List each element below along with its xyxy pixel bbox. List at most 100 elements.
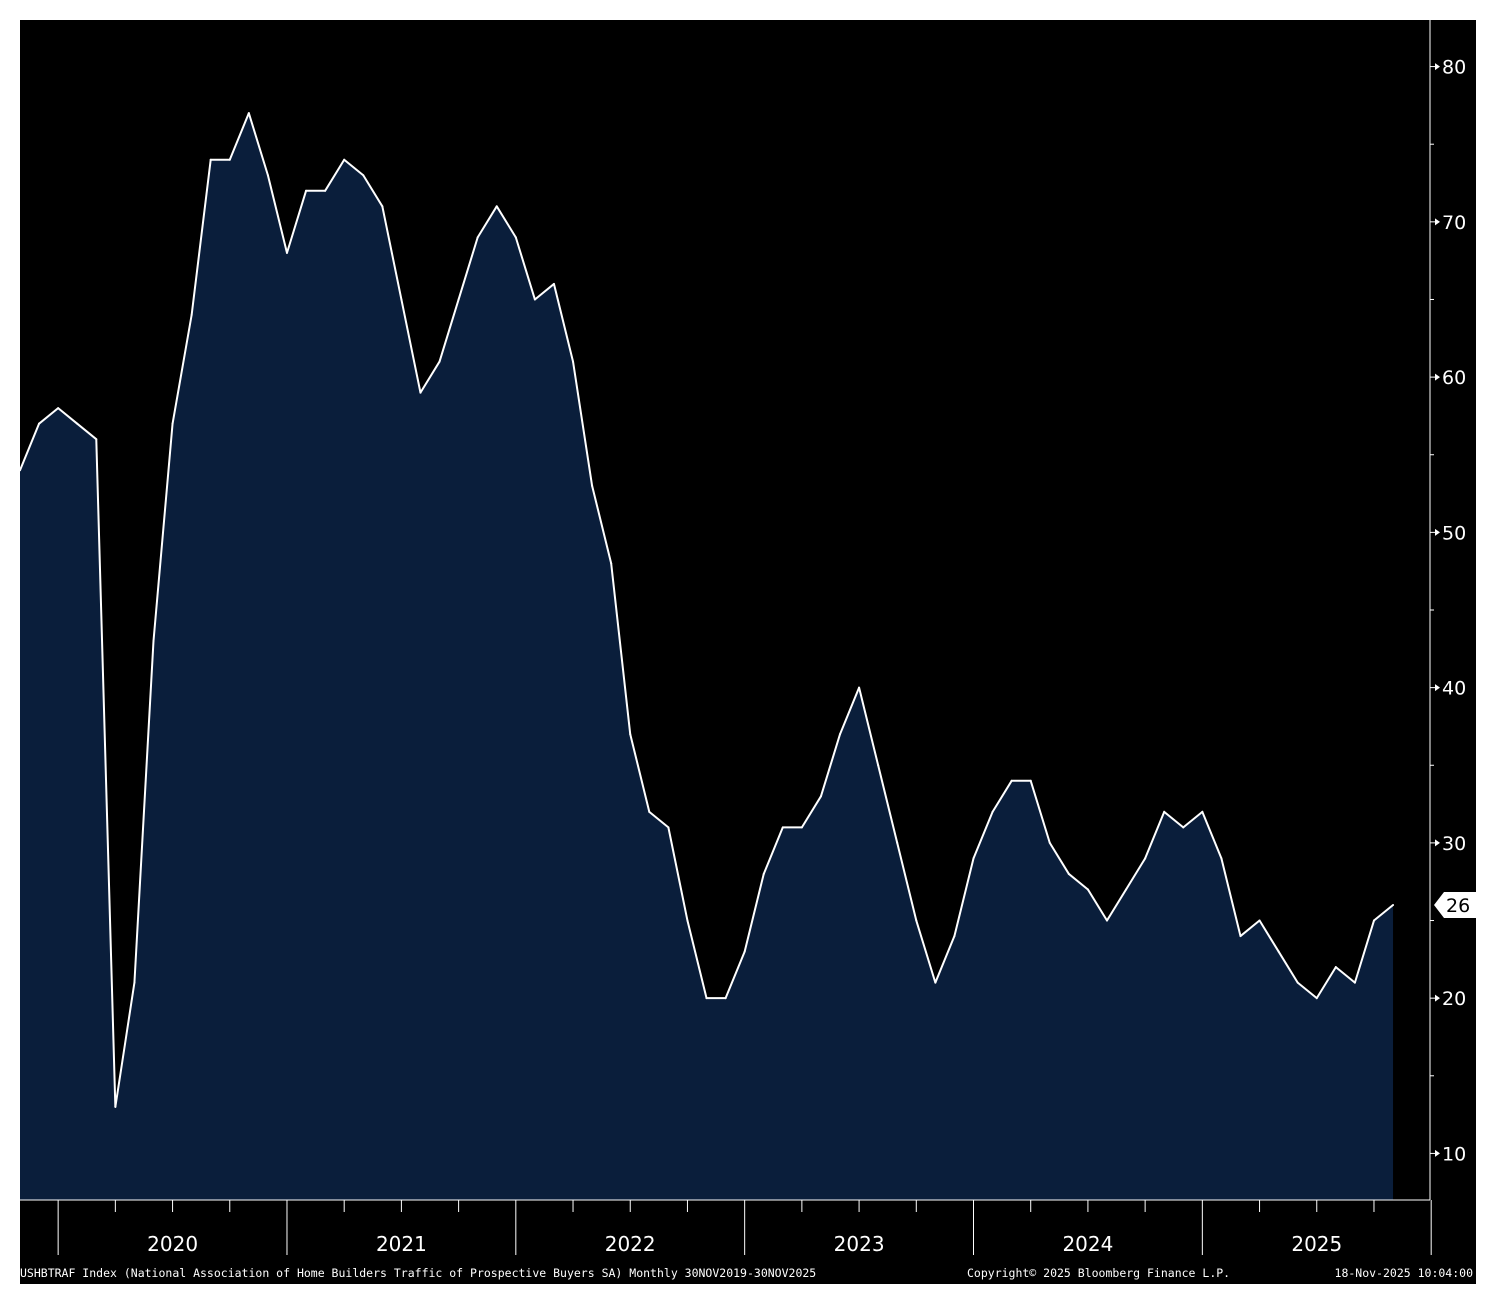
series-line-segment <box>1315 966 1337 1000</box>
series-line-segment <box>495 205 517 239</box>
series-line-segment <box>1258 919 1280 953</box>
series-line-segment <box>57 407 79 425</box>
data-point <box>1296 981 1299 984</box>
series-line-segment <box>1048 841 1070 875</box>
series-line-segment <box>114 981 136 1108</box>
data-point <box>1392 904 1394 906</box>
series-line-segment <box>247 112 269 177</box>
series-line-segment <box>591 484 613 565</box>
series-line-segment <box>533 282 555 301</box>
chart-footer: USHBTRAF Index (National Association of … <box>20 1266 1473 1280</box>
data-point <box>457 298 460 301</box>
x-tick-label: 2025 <box>1291 1232 1342 1256</box>
y-tick-label: 20 <box>1442 988 1466 1010</box>
series-line-segment <box>1067 872 1089 891</box>
series-line-segment <box>686 919 708 1000</box>
series-line-segment <box>800 795 822 829</box>
series-line-segment <box>266 174 288 254</box>
data-point <box>686 919 689 922</box>
area-chart: 10 20 30 40 50 60 70 80 26 2020 2021 2022 2023 2024 20… <box>20 20 1476 1284</box>
data-point <box>1315 997 1318 999</box>
data-point <box>648 811 651 813</box>
data-point <box>1087 888 1089 891</box>
series-line-segment <box>133 640 155 984</box>
series-line-segment <box>1220 857 1242 938</box>
data-point <box>248 112 250 114</box>
data-point <box>95 438 98 441</box>
x-tick-label: 2023 <box>834 1232 885 1256</box>
series-line-segment <box>819 733 842 798</box>
data-point <box>476 236 479 239</box>
series-line-segment <box>20 422 41 472</box>
series-line-segment <box>476 205 498 239</box>
data-point <box>438 360 441 363</box>
series-line-segment <box>285 189 308 254</box>
data-point <box>762 873 765 875</box>
series-line-segment <box>1277 950 1299 984</box>
data-point <box>1258 919 1261 922</box>
data-point <box>1010 779 1013 782</box>
series-line-segment <box>648 810 670 829</box>
series-line-segment <box>1144 810 1166 860</box>
data-point <box>801 826 803 829</box>
data-point <box>667 826 670 829</box>
series-line-segment <box>839 686 861 736</box>
series-line-segment <box>1105 888 1128 922</box>
data-point <box>114 1106 117 1108</box>
y-tick-arrow <box>1435 839 1440 847</box>
y-tick-arrow <box>1435 218 1440 226</box>
data-point <box>324 189 326 192</box>
series-line-segment <box>171 314 193 425</box>
data-point <box>1125 888 1127 891</box>
y-tick-label: 60 <box>1442 367 1466 389</box>
y-tick-label: 30 <box>1442 833 1466 855</box>
data-point <box>495 205 498 208</box>
data-point <box>591 484 593 487</box>
series-line-segment <box>1372 904 1395 922</box>
series-line-segment <box>419 360 441 394</box>
y-tick-arrow <box>1435 528 1440 536</box>
data-point <box>782 826 784 829</box>
data-point <box>1277 950 1280 953</box>
series-line-segment <box>38 407 60 425</box>
y-tick-arrow <box>1435 994 1440 1002</box>
data-point <box>209 158 212 161</box>
data-point <box>1220 857 1223 860</box>
data-point <box>1335 966 1337 968</box>
series-line-segment <box>972 810 994 860</box>
series-area-fill <box>20 113 1394 1200</box>
series-line-segment <box>667 826 689 922</box>
series-line-segment <box>152 422 174 643</box>
series-line-segment <box>1353 919 1375 984</box>
data-point <box>629 733 632 736</box>
data-point <box>305 189 307 192</box>
data-point <box>1182 826 1185 829</box>
series-line-segment <box>438 298 460 363</box>
y-tick-arrow <box>1435 63 1440 71</box>
series-line-segment <box>1201 810 1223 860</box>
data-point <box>190 314 193 316</box>
series-line-segment <box>858 686 880 767</box>
series-line-segment <box>324 158 346 192</box>
data-point <box>1201 811 1204 813</box>
data-point <box>228 158 231 161</box>
data-point <box>381 205 384 208</box>
last-value-label: 26 <box>1446 895 1470 917</box>
series-line-segment <box>1239 919 1261 938</box>
series-line-segment <box>1125 857 1147 891</box>
data-point <box>1354 981 1356 984</box>
data-point <box>343 158 345 161</box>
y-tick-label: 70 <box>1442 212 1466 234</box>
y-tick-arrow <box>1435 1149 1440 1157</box>
data-point <box>610 562 612 565</box>
data-point <box>400 298 403 301</box>
data-point <box>133 981 136 984</box>
data-point <box>705 997 708 999</box>
data-point <box>286 252 288 254</box>
series-line-segment <box>762 826 784 875</box>
data-point <box>953 935 956 937</box>
series-line-segment <box>1334 966 1356 984</box>
data-point <box>152 640 155 642</box>
series-line-segment <box>934 935 956 984</box>
series-line-segment <box>724 950 746 1000</box>
